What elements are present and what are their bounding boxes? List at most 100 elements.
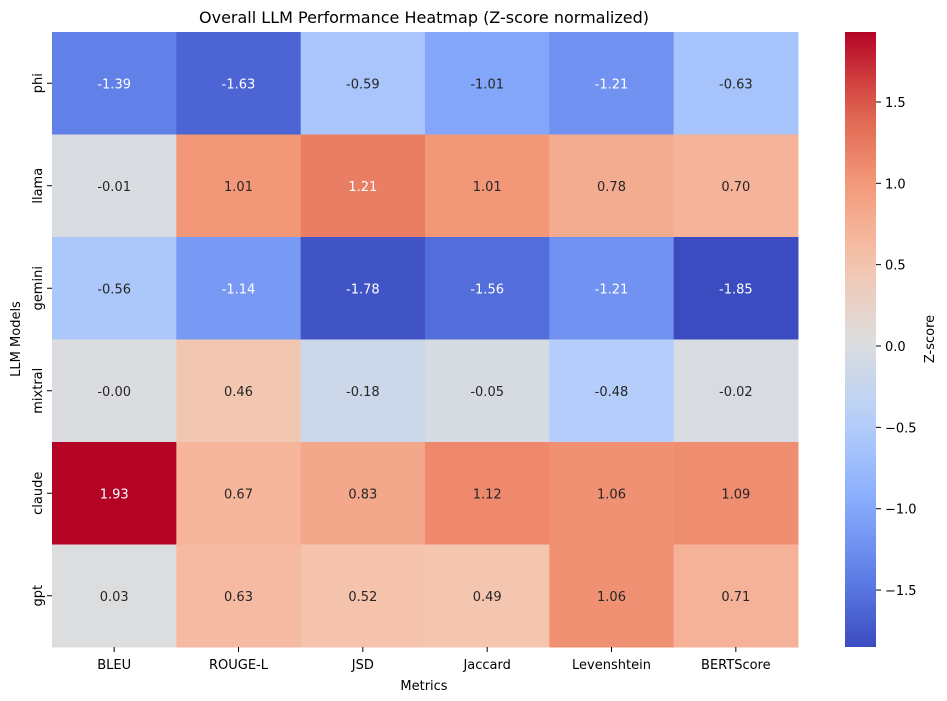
heatmap-cell bbox=[52, 237, 177, 340]
heatmap-cell bbox=[52, 134, 177, 238]
heatmap-cell bbox=[300, 32, 426, 135]
y-axis: phi llama gemini mixtral claude gpt bbox=[31, 73, 52, 607]
y-tick-label: llama bbox=[31, 168, 46, 204]
heatmap-cell bbox=[425, 134, 550, 238]
heatmap-cell bbox=[549, 544, 675, 648]
x-axis-label: Metrics bbox=[400, 679, 447, 694]
colorbar-tick-label: −1.5 bbox=[885, 584, 917, 599]
cell-value-label: 1.01 bbox=[224, 180, 253, 195]
colorbar-tick-label: −0.5 bbox=[885, 421, 917, 436]
cell-value-label: 0.49 bbox=[473, 590, 502, 605]
heatmap-cell bbox=[300, 339, 426, 443]
cell-value-label: -0.18 bbox=[346, 385, 380, 400]
y-tick-label: mixtral bbox=[31, 368, 46, 414]
cell-value-label: 1.93 bbox=[100, 487, 129, 502]
cell-value-label: -1.39 bbox=[97, 77, 131, 92]
heatmap-cell-labels: -1.39 -1.63 -0.59 -1.01 -1.21 -0.63 -0.01 1.01 1… bbox=[97, 77, 752, 605]
cell-value-label: -0.01 bbox=[97, 180, 131, 195]
cell-value-label: 0.46 bbox=[224, 385, 253, 400]
chart-title: Overall LLM Performance Heatmap (Z-score… bbox=[199, 8, 649, 27]
cell-value-label: 0.70 bbox=[721, 180, 750, 195]
x-tick-label: JSD bbox=[351, 658, 374, 673]
colorbar-tick-label: 1.5 bbox=[885, 96, 906, 111]
heatmap-cell bbox=[673, 339, 799, 443]
heatmap-cell bbox=[176, 544, 302, 648]
cell-value-label: 1.21 bbox=[348, 180, 377, 195]
colorbar-tick-label: 0.5 bbox=[885, 259, 906, 274]
x-axis: BLEU ROUGE-L JSD Jaccard Levenshtein BERTScor… bbox=[97, 647, 771, 673]
colorbar: 1.5 1.0 0.5 0.0 −0.5 −1.0 −1.5 bbox=[845, 32, 917, 647]
cell-value-label: 1.01 bbox=[473, 180, 502, 195]
heatmap-cell bbox=[176, 134, 302, 238]
heatmap-cell bbox=[425, 442, 550, 545]
heatmap-cell bbox=[425, 544, 550, 648]
heatmap-cell bbox=[52, 339, 177, 443]
heatmap-cell bbox=[549, 32, 675, 135]
heatmap-cell bbox=[52, 442, 177, 545]
heatmap-cell bbox=[549, 237, 675, 340]
cell-value-label: -1.01 bbox=[470, 77, 504, 92]
heatmap-cell bbox=[425, 339, 550, 443]
y-tick-label: gemini bbox=[31, 266, 46, 310]
colorbar-label: Z-score bbox=[923, 315, 938, 363]
heatmap-cell bbox=[300, 134, 426, 238]
colorbar-gradient bbox=[845, 32, 876, 647]
heatmap-cell bbox=[300, 237, 426, 340]
cell-value-label: -1.21 bbox=[595, 77, 629, 92]
heatmap-cell bbox=[52, 544, 177, 648]
heatmap-cell bbox=[425, 32, 550, 135]
heatmap-cell bbox=[176, 32, 302, 135]
heatmap-cell bbox=[673, 237, 799, 340]
cell-value-label: -1.21 bbox=[595, 282, 629, 297]
colorbar-tick-label: 1.0 bbox=[885, 177, 906, 192]
x-tick-label: Jaccard bbox=[462, 658, 510, 673]
cell-value-label: -0.59 bbox=[346, 77, 380, 92]
cell-value-label: 0.52 bbox=[348, 590, 377, 605]
cell-value-label: 0.71 bbox=[721, 590, 750, 605]
cell-value-label: 0.83 bbox=[348, 487, 377, 502]
heatmap-cell bbox=[176, 237, 302, 340]
cell-value-label: -0.48 bbox=[595, 385, 629, 400]
cell-value-label: 0.03 bbox=[100, 590, 129, 605]
cell-value-label: 1.09 bbox=[721, 487, 750, 502]
cell-value-label: -0.63 bbox=[719, 77, 753, 92]
cell-value-label: -0.02 bbox=[719, 385, 753, 400]
cell-value-label: -1.78 bbox=[346, 282, 380, 297]
heatmap-cell bbox=[300, 442, 426, 545]
y-tick-label: gpt bbox=[31, 585, 46, 607]
y-tick-label: phi bbox=[31, 73, 46, 93]
heatmap-cell bbox=[549, 339, 675, 443]
cell-value-label: -1.63 bbox=[222, 77, 256, 92]
heatmap-cell bbox=[673, 442, 799, 545]
heatmap-cell bbox=[673, 134, 799, 238]
cell-value-label: -0.56 bbox=[97, 282, 131, 297]
y-axis-label: LLM Models bbox=[9, 301, 24, 377]
cell-value-label: 1.12 bbox=[473, 487, 502, 502]
heatmap-cells bbox=[52, 32, 799, 648]
heatmap-cell bbox=[176, 339, 302, 443]
cell-value-label: -0.05 bbox=[470, 385, 504, 400]
cell-value-label: 1.06 bbox=[597, 590, 626, 605]
heatmap-cell bbox=[52, 32, 177, 135]
heatmap-cell bbox=[549, 134, 675, 238]
x-tick-label: BERTScore bbox=[701, 658, 771, 673]
x-tick-label: BLEU bbox=[97, 658, 131, 673]
cell-value-label: -1.85 bbox=[719, 282, 753, 297]
cell-value-label: 0.63 bbox=[224, 590, 253, 605]
heatmap-cell bbox=[673, 32, 799, 135]
cell-value-label: -1.14 bbox=[222, 282, 256, 297]
heatmap-cell bbox=[549, 442, 675, 545]
heatmap-cell bbox=[673, 544, 799, 648]
y-tick-label: claude bbox=[31, 472, 46, 515]
cell-value-label: -0.00 bbox=[97, 385, 131, 400]
cell-value-label: 1.06 bbox=[597, 487, 626, 502]
cell-value-label: 0.67 bbox=[224, 487, 253, 502]
cell-value-label: -1.56 bbox=[470, 282, 504, 297]
x-tick-label: Levenshtein bbox=[572, 658, 651, 673]
heatmap-cell bbox=[300, 544, 426, 648]
heatmap-cell bbox=[425, 237, 550, 340]
heatmap-cell bbox=[176, 442, 302, 545]
cell-value-label: 0.78 bbox=[597, 180, 626, 195]
colorbar-tick-label: −1.0 bbox=[885, 503, 917, 518]
